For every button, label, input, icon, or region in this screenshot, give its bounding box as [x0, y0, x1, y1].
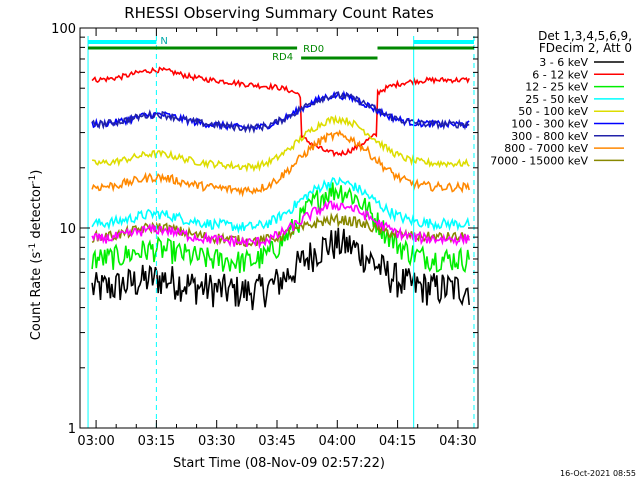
x-tick-label-1: 03:15 [138, 434, 175, 449]
series-line-6 [91, 91, 470, 134]
legend-label-4: 50 - 100 keV [518, 105, 588, 118]
legend-label-5: 100 - 300 keV [511, 118, 588, 131]
legend-header-line-1: Det 1,3,4,5,6,9, [538, 29, 632, 43]
y-tick-label-0: 1 [68, 422, 76, 437]
y-axis-label-mid: detector [29, 183, 44, 243]
y-axis-label: Count Rate (s-1 detector-1) [28, 170, 44, 341]
series-line-3 [91, 176, 470, 235]
series-line-4 [92, 114, 470, 173]
series-line-0 [91, 227, 470, 311]
legend-label-0: 3 - 6 keV [539, 56, 588, 69]
x-tick-label-6: 04:30 [439, 434, 476, 449]
series-line-5 [91, 90, 470, 132]
legend-label-2: 12 - 25 keV [525, 81, 588, 94]
legend-label-7: 800 - 7000 keV [504, 142, 588, 155]
timestamp: 16-Oct-2021 08:55 [560, 469, 636, 478]
x-tick-label-5: 04:15 [379, 434, 416, 449]
legend-label-3: 25 - 50 keV [525, 93, 588, 106]
rd4-label: RD4 [272, 52, 293, 63]
axes: 03:00 03:15 03:30 03:45 04:00 04:15 04:30 1 10 10… [51, 22, 479, 449]
y-axis-label-sup1: -1 [28, 243, 38, 252]
x-tick-label-0: 03:00 [77, 434, 114, 449]
y-axis-label-end: ) [29, 170, 44, 175]
series-line-magenta [91, 200, 470, 250]
x-tick-label-4: 04:00 [319, 434, 356, 449]
chart-title: RHESSI Observing Summary Count Rates [124, 4, 434, 22]
legend-label-8: 7000 - 15000 keV [490, 154, 588, 167]
y-axis-label-main: Count Rate (s [29, 252, 44, 341]
legend-label-1: 6 - 12 keV [532, 68, 588, 81]
legend-label-6: 300 - 800 keV [511, 130, 588, 143]
night-label: N [160, 36, 167, 47]
rd0-label: RD0 [303, 44, 324, 55]
x-tick-label-2: 03:30 [198, 434, 235, 449]
plot-area: N RD4 RD0 [87, 36, 475, 428]
legend-header-line-2: FDecim 2, Att 0 [539, 41, 632, 55]
legend: Det 1,3,4,5,6,9, FDecim 2, Att 0 3 - 6 k… [490, 29, 632, 167]
x-axis-label: Start Time (08-Nov-09 02:57:22) [173, 456, 385, 471]
series-line-1 [91, 66, 470, 158]
y-tick-label-2: 100 [51, 22, 76, 37]
plot-frame [79, 27, 479, 429]
y-axis-label-sup2: -1 [28, 175, 38, 184]
series-line-7 [91, 129, 470, 198]
x-tick-label-3: 03:45 [258, 434, 295, 449]
y-tick-label-1: 10 [59, 222, 76, 237]
